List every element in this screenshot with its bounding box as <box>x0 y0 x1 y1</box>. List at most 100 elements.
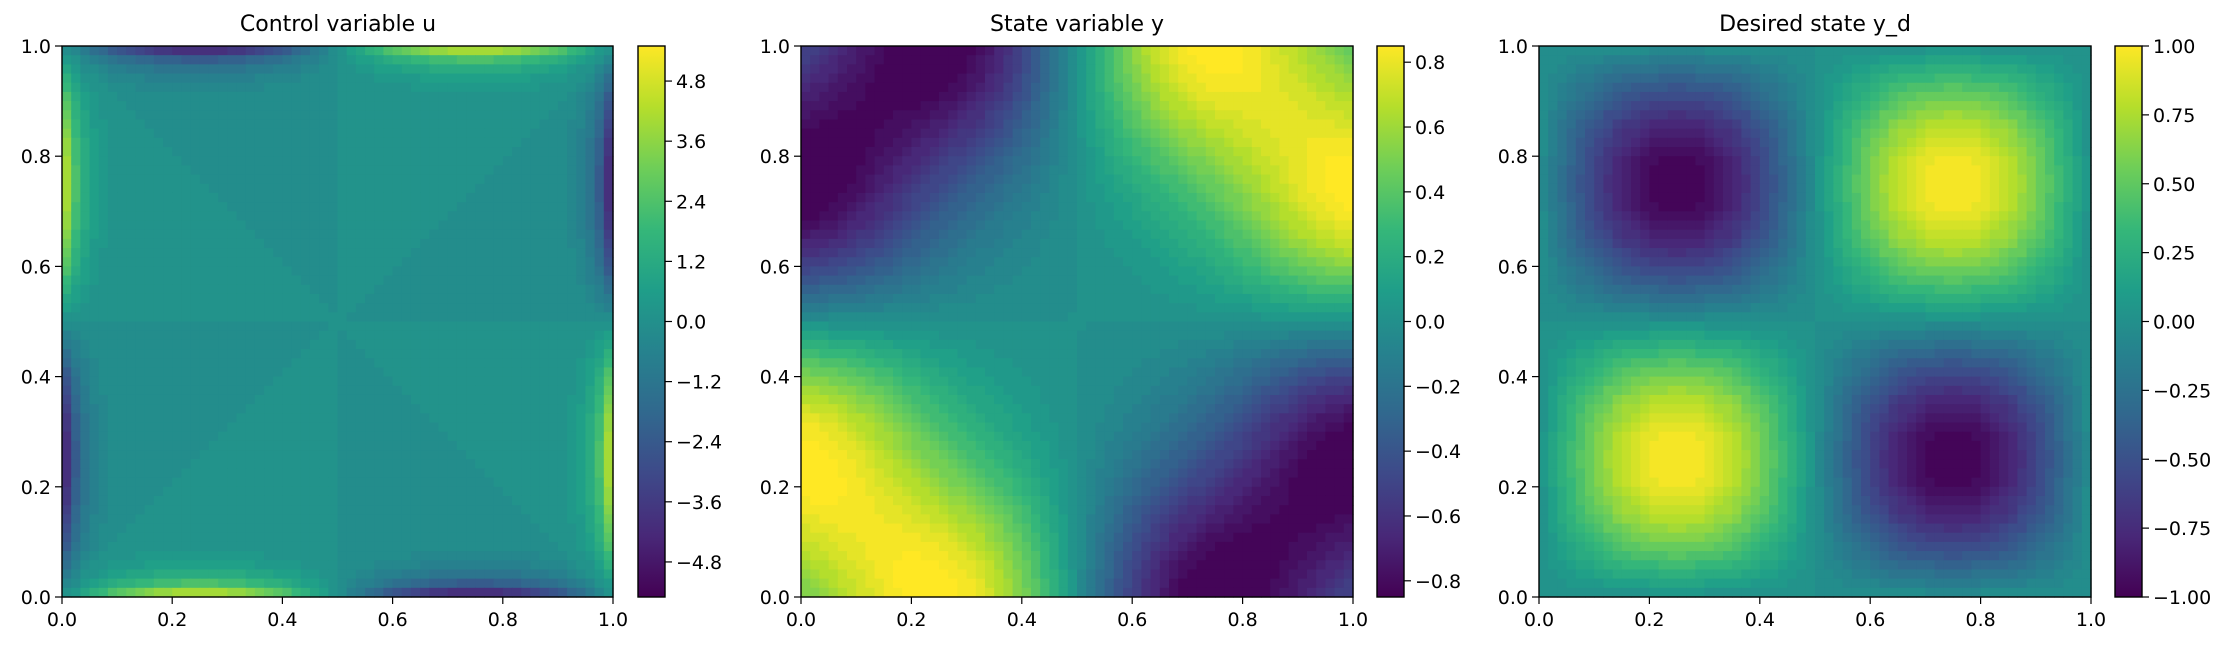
heatmap-cell <box>383 505 394 515</box>
heatmap-cell <box>62 165 72 176</box>
heatmap-cell <box>429 440 440 451</box>
heatmap-cell <box>236 321 247 332</box>
heatmap-cell <box>392 293 403 304</box>
heatmap-cell <box>144 229 155 240</box>
heatmap-cell <box>1261 137 1271 148</box>
y-tick-label: 0.8 <box>21 146 51 168</box>
heatmap-cell <box>319 238 329 249</box>
heatmap-cell <box>282 339 293 350</box>
heatmap-cell <box>1077 211 1087 222</box>
heatmap-cell <box>576 128 587 139</box>
heatmap-cell <box>309 505 320 515</box>
heatmap-cell <box>172 569 182 580</box>
heatmap-cell <box>163 257 173 267</box>
heatmap-cell <box>447 321 458 332</box>
heatmap-cell <box>264 110 274 121</box>
heatmap-cell <box>236 541 247 552</box>
heatmap-cell <box>208 477 219 488</box>
heatmap-cell <box>1288 174 1299 185</box>
heatmap-cell <box>902 110 912 121</box>
heatmap-cell <box>1307 165 1317 176</box>
heatmap-cell <box>208 147 219 157</box>
heatmap-cell <box>337 284 348 295</box>
heatmap-cell <box>576 119 587 130</box>
heatmap-cell <box>819 202 830 212</box>
heatmap-cell <box>62 266 72 277</box>
heatmap-cell <box>126 183 137 194</box>
heatmap-cell <box>401 578 412 589</box>
heatmap-cell <box>530 192 541 203</box>
heatmap-cell <box>557 202 568 212</box>
heatmap-cell <box>1049 211 1060 222</box>
heatmap-cell <box>291 431 302 442</box>
heatmap-cell <box>576 312 587 323</box>
heatmap-cell <box>1297 64 1308 75</box>
heatmap-cell <box>254 174 265 185</box>
heatmap-cell <box>62 413 72 424</box>
heatmap-cell <box>902 202 912 212</box>
heatmap-cell <box>576 284 587 295</box>
heatmap-cell <box>420 321 430 332</box>
heatmap-cell <box>521 229 531 240</box>
heatmap-cell <box>1058 174 1069 185</box>
heatmap-cell <box>530 119 541 130</box>
heatmap-cell <box>456 238 467 249</box>
heatmap-cell <box>1104 137 1115 148</box>
heatmap-cell <box>300 330 311 341</box>
heatmap-cell <box>153 486 164 497</box>
heatmap-cell <box>172 137 182 148</box>
heatmap-cell <box>585 349 596 359</box>
heatmap-cell <box>374 202 385 212</box>
heatmap-cell <box>493 450 504 460</box>
heatmap-cell <box>254 91 265 102</box>
heatmap-cell <box>190 385 201 396</box>
heatmap-cell <box>1279 55 1290 65</box>
heatmap-cell <box>837 183 848 194</box>
heatmap-cell <box>475 257 486 267</box>
heatmap-cell <box>1325 101 1336 111</box>
heatmap-cell <box>153 128 164 139</box>
heatmap-cell <box>1242 156 1253 166</box>
heatmap-cell <box>420 128 430 139</box>
heatmap-cell <box>337 376 348 387</box>
heatmap-cell <box>80 248 91 258</box>
heatmap-cell <box>420 569 430 580</box>
heatmap-cell <box>98 101 109 111</box>
heatmap-cell <box>89 541 100 552</box>
heatmap-cell <box>117 266 127 277</box>
heatmap-cell <box>1251 211 1262 222</box>
heatmap-cell <box>107 82 118 93</box>
heatmap-cell <box>1233 147 1244 157</box>
heatmap-cell <box>1251 165 1262 176</box>
heatmap-cell <box>420 229 430 240</box>
heatmap-cell <box>1334 46 1345 56</box>
heatmap-cell <box>254 312 265 323</box>
heatmap-cell <box>920 101 931 111</box>
heatmap-cell <box>236 349 247 359</box>
heatmap-cell <box>466 220 476 231</box>
heatmap-cell <box>71 587 81 598</box>
heatmap-cell <box>107 312 118 323</box>
heatmap-cell <box>346 339 357 350</box>
heatmap-cell <box>392 91 403 102</box>
heatmap-cell <box>557 275 568 286</box>
colorbar-tick-label: −1.2 <box>676 372 722 394</box>
heatmap-cell <box>484 450 495 460</box>
heatmap-cell <box>410 137 421 148</box>
heatmap-cell <box>172 551 182 561</box>
heatmap-cell <box>856 202 866 212</box>
heatmap-cell <box>603 505 614 515</box>
heatmap-cell <box>493 358 504 369</box>
heatmap-cell <box>126 468 137 479</box>
heatmap-cell <box>328 394 339 405</box>
heatmap-cell <box>1279 119 1290 130</box>
heatmap-cell <box>539 165 550 176</box>
heatmap-cell <box>365 248 375 258</box>
heatmap-cell <box>539 505 550 515</box>
heatmap-cell <box>828 165 839 176</box>
heatmap-cell <box>181 367 192 378</box>
heatmap-cell <box>939 128 949 139</box>
heatmap-cell <box>346 477 357 488</box>
heatmap-cell <box>218 119 228 130</box>
heatmap-cell <box>236 358 247 369</box>
